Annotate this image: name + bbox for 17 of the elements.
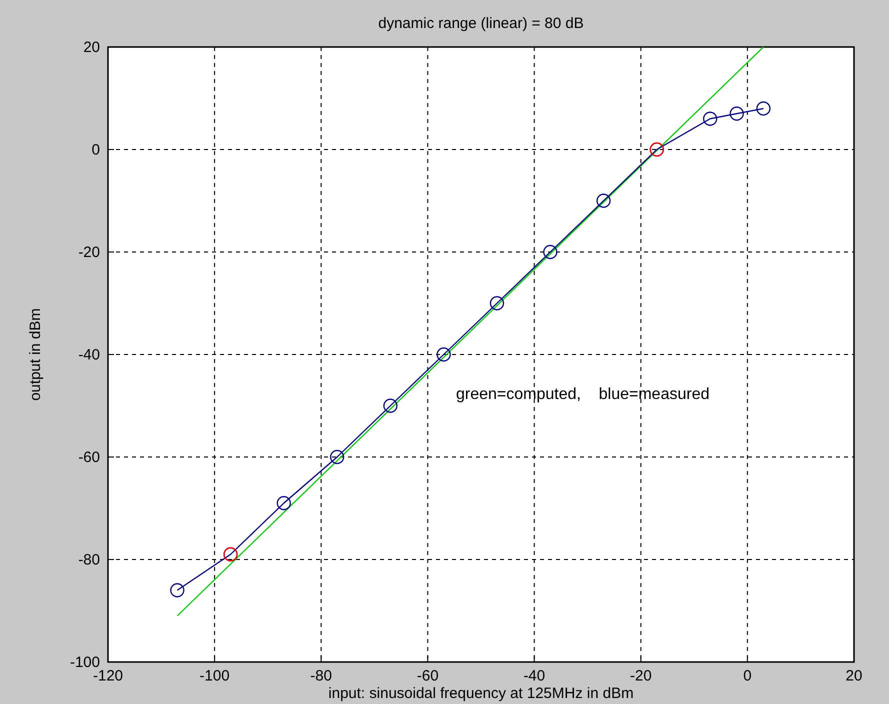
y-tick-label: 0 bbox=[92, 141, 100, 158]
x-tick-label: -40 bbox=[523, 668, 546, 685]
y-axis-title: output in dBm bbox=[27, 308, 44, 401]
x-tick-label: -60 bbox=[416, 668, 439, 685]
x-tick-label: -20 bbox=[630, 668, 652, 685]
y-tick-label: -80 bbox=[78, 551, 100, 568]
x-axis-title: input: sinusoidal frequency at 125MHz in dBm bbox=[328, 685, 634, 702]
x-tick-label: -100 bbox=[200, 668, 230, 685]
x-tick-label: 0 bbox=[743, 668, 752, 685]
y-tick-label: 20 bbox=[83, 38, 100, 56]
y-tick-label: -40 bbox=[78, 346, 100, 364]
y-tick-label: -60 bbox=[78, 448, 100, 466]
x-tick-label: -80 bbox=[310, 668, 332, 685]
x-tick-label: 20 bbox=[846, 668, 862, 685]
y-tick-label: -20 bbox=[78, 244, 100, 261]
annotation: green=computed, blue=measured bbox=[456, 386, 710, 403]
chart-title: dynamic range (linear) = 80 dB bbox=[378, 15, 584, 32]
